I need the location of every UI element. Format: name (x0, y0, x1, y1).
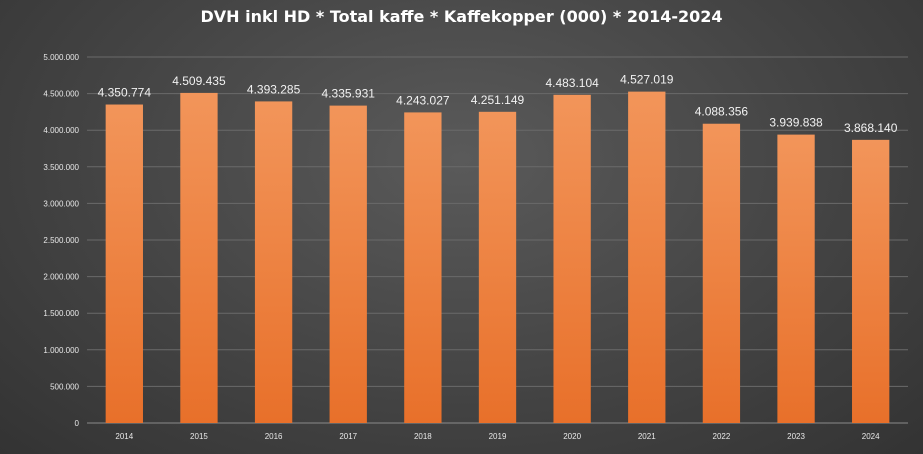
x-tick-label-2020: 2020 (563, 432, 581, 441)
y-tick-label: 2.500.000 (43, 236, 79, 245)
bar-2021 (628, 91, 666, 424)
bar-2024 (852, 139, 890, 423)
y-tick-label: 2.000.000 (43, 273, 79, 282)
chart-title: DVH inkl HD * Total kaffe * Kaffekopper … (200, 7, 723, 26)
y-tick-label: 3.500.000 (43, 163, 79, 172)
x-tick-label-2017: 2017 (339, 432, 357, 441)
x-tick-label-2021: 2021 (638, 432, 656, 441)
data-label-2023: 3.939.838 (769, 116, 823, 130)
data-label-2014: 4.350.774 (98, 86, 152, 100)
data-label-2021: 4.527.019 (620, 73, 674, 87)
x-tick-label-2023: 2023 (787, 432, 805, 441)
bar-2016 (254, 101, 293, 424)
x-tick-label-2018: 2018 (414, 432, 432, 441)
data-label-2017: 4.335.931 (322, 87, 376, 101)
x-tick-label-2024: 2024 (862, 432, 880, 441)
bar-2020 (553, 94, 591, 423)
bar-2017 (329, 105, 367, 423)
data-label-2020: 4.483.104 (545, 76, 599, 90)
y-tick-label: 4.500.000 (43, 90, 79, 99)
bar-2022 (702, 123, 741, 424)
y-tick-label: 500.000 (50, 382, 79, 391)
data-label-2016: 4.393.285 (247, 82, 301, 96)
y-tick-label: 1.500.000 (43, 309, 79, 318)
y-tick-label: 4.000.000 (43, 126, 79, 135)
bar-2018 (404, 112, 442, 423)
x-tick-label-2019: 2019 (489, 432, 507, 441)
data-label-2024: 3.868.140 (844, 121, 898, 135)
x-tick-label-2022: 2022 (713, 432, 731, 441)
y-tick-label: 0 (75, 419, 80, 428)
bar-2023 (777, 134, 815, 423)
y-tick-label: 1.000.000 (43, 346, 79, 355)
x-tick-label-2016: 2016 (265, 432, 283, 441)
x-tick-label-2014: 2014 (115, 432, 133, 441)
y-tick-label: 5.000.000 (43, 53, 79, 62)
bar-2014 (105, 104, 143, 423)
y-tick-label: 3.000.000 (43, 199, 79, 208)
bar-2019 (478, 111, 517, 424)
data-label-2018: 4.243.027 (396, 93, 450, 107)
data-label-2015: 4.509.435 (172, 74, 226, 88)
data-label-2022: 4.088.356 (695, 105, 749, 119)
x-tick-label-2015: 2015 (190, 432, 208, 441)
bar-2015 (180, 92, 218, 423)
data-label-2019: 4.251.149 (471, 93, 525, 107)
